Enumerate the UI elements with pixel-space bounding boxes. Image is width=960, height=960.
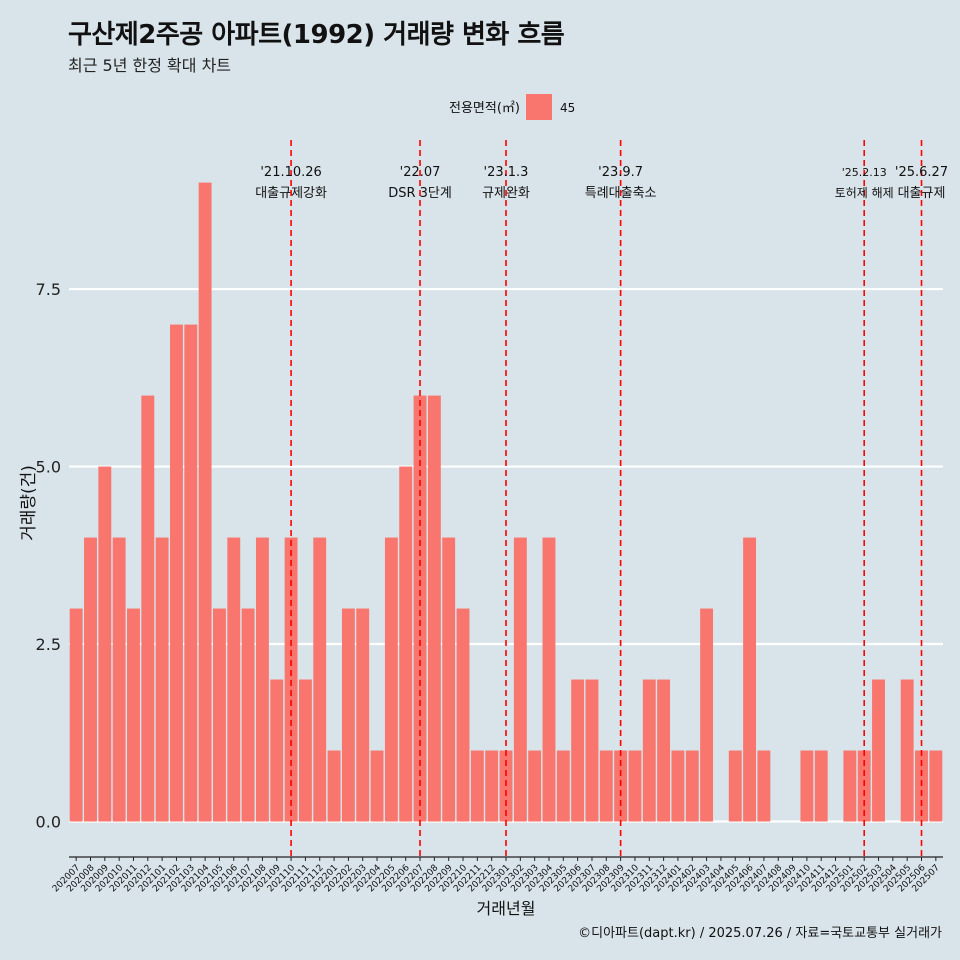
bar bbox=[757, 750, 771, 822]
legend: 전용면적(㎡) 45 bbox=[449, 94, 575, 120]
bar bbox=[900, 679, 914, 822]
bar bbox=[284, 537, 298, 822]
bar bbox=[212, 608, 226, 822]
bar bbox=[929, 750, 943, 822]
bar bbox=[227, 537, 241, 822]
legend-swatch bbox=[526, 94, 552, 120]
bar bbox=[456, 608, 470, 822]
bar bbox=[872, 679, 885, 822]
source-caption: ©디아파트(dapt.kr) / 2025.07.26 / 자료=국토교통부 실… bbox=[578, 926, 942, 941]
bar bbox=[599, 750, 613, 822]
bar bbox=[571, 679, 585, 822]
bar bbox=[499, 750, 513, 822]
bar bbox=[155, 537, 169, 822]
bar bbox=[470, 750, 484, 822]
bar bbox=[485, 750, 499, 822]
bar bbox=[98, 466, 112, 822]
bar bbox=[327, 750, 341, 822]
chart-title: 구산제2주공 아파트(1992) 거래량 변화 흐름 bbox=[68, 20, 565, 50]
y-axis-title: 거래량(건) bbox=[19, 465, 39, 541]
event-label: 토허제 해제 bbox=[835, 186, 894, 200]
bar bbox=[384, 537, 398, 822]
bar bbox=[857, 750, 871, 822]
event-date: '21.10.26 bbox=[260, 165, 321, 180]
y-tick-label: 0.0 bbox=[36, 813, 61, 832]
event-date: '23.1.3 bbox=[484, 165, 529, 180]
bar bbox=[915, 750, 928, 822]
bar bbox=[585, 679, 599, 822]
bar bbox=[184, 324, 198, 822]
bar bbox=[69, 608, 83, 822]
bar bbox=[356, 608, 370, 822]
y-tick-label: 5.0 bbox=[36, 458, 61, 477]
bar bbox=[427, 395, 441, 822]
bar bbox=[542, 537, 556, 822]
bar bbox=[399, 466, 413, 822]
bar bbox=[743, 537, 757, 822]
y-axis: 0.0 2.5 5.0 7.5 bbox=[36, 280, 61, 831]
bar bbox=[413, 395, 427, 822]
bar bbox=[843, 750, 857, 822]
event-date: '22.07 bbox=[400, 165, 441, 180]
bar bbox=[255, 537, 269, 822]
bar bbox=[628, 750, 642, 822]
bar bbox=[141, 395, 155, 822]
bar bbox=[313, 537, 327, 822]
bar bbox=[270, 679, 284, 822]
event-markers: '21.10.26 대출규제강화 '22.07 DSR 3단계 '23.1.3 규제완화 '… bbox=[255, 140, 948, 857]
event-label: 대출규제 bbox=[898, 186, 946, 201]
event-label: 대출규제강화 bbox=[255, 186, 327, 201]
x-axis-title: 거래년월 bbox=[477, 899, 536, 918]
bar bbox=[127, 608, 140, 822]
bar bbox=[614, 750, 628, 822]
bar bbox=[728, 750, 742, 822]
bar bbox=[657, 679, 671, 822]
bar bbox=[528, 750, 542, 822]
bar bbox=[800, 750, 814, 822]
bar bbox=[84, 537, 97, 822]
bar bbox=[241, 608, 255, 822]
event-label: 규제완화 bbox=[482, 186, 530, 201]
bar bbox=[198, 182, 212, 822]
x-axis: 2020072020082020092020102020112020122021… bbox=[51, 856, 943, 894]
bar bbox=[442, 537, 456, 822]
bar bbox=[341, 608, 355, 822]
bar bbox=[671, 750, 685, 822]
bar bbox=[642, 679, 656, 822]
event-date: '25.2.13 bbox=[842, 166, 887, 179]
bar bbox=[556, 750, 570, 822]
bar bbox=[814, 750, 828, 822]
bar bbox=[685, 750, 699, 822]
bar bbox=[700, 608, 714, 822]
bar-series bbox=[69, 182, 943, 822]
legend-title: 전용면적(㎡) bbox=[449, 101, 520, 116]
y-tick-label: 7.5 bbox=[36, 280, 61, 299]
chart-subtitle: 최근 5년 한정 확대 차트 bbox=[68, 56, 232, 75]
legend-entry-45: 45 bbox=[560, 101, 575, 115]
bar bbox=[298, 679, 312, 822]
bar bbox=[513, 537, 527, 822]
y-tick-label: 2.5 bbox=[36, 635, 61, 654]
event-date: '23.9.7 bbox=[598, 165, 643, 180]
event-label: 특례대출축소 bbox=[585, 186, 657, 201]
bar bbox=[370, 750, 384, 822]
bar bbox=[170, 324, 183, 822]
event-date: '25.6.27 bbox=[895, 165, 948, 180]
event-label: DSR 3단계 bbox=[388, 186, 452, 201]
bar bbox=[112, 537, 126, 822]
